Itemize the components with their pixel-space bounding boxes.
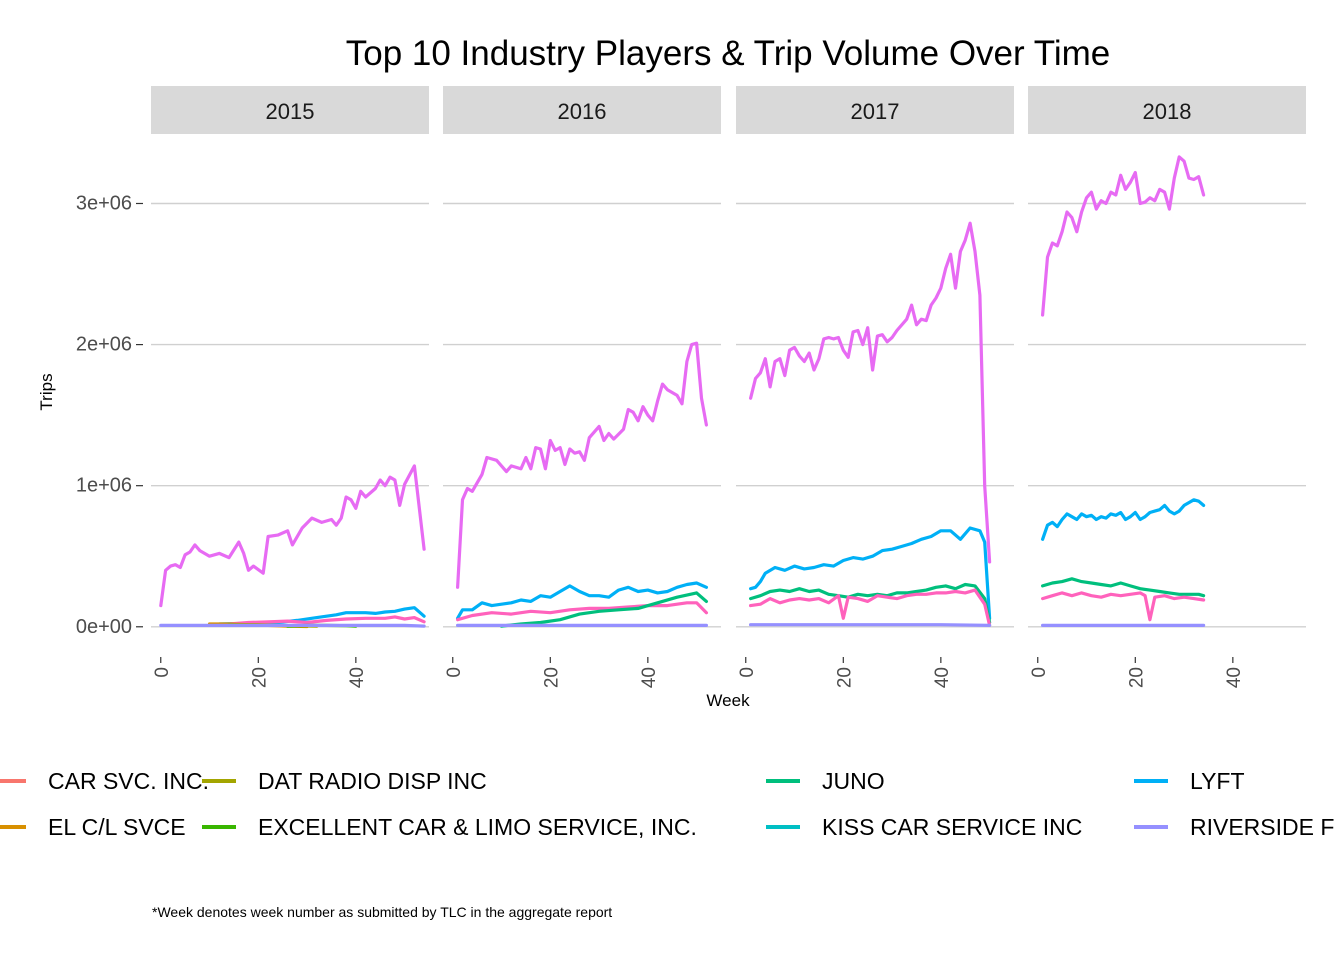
x-tick-label: 40 [347, 667, 368, 688]
series-line [749, 221, 992, 564]
series-line [159, 623, 426, 628]
facet-strip-label: 2017 [851, 99, 900, 124]
x-tick-label: 20 [541, 667, 562, 688]
facet-strip [151, 86, 429, 134]
series-line [1041, 155, 1206, 317]
legend-label: EXCELLENT CAR & LIMO SERVICE, INC. [258, 814, 697, 840]
x-tick-label: 20 [249, 667, 270, 688]
x-tick-label: 20 [834, 667, 855, 688]
legend-label: JUNO [822, 768, 885, 794]
chart-title: Top 10 Industry Players & Trip Volume Ov… [346, 34, 1110, 73]
series-line [499, 591, 708, 628]
x-tick-label: 0 [152, 667, 173, 678]
legend-item: DAT RADIO DISP INC [202, 768, 487, 794]
series-line [749, 582, 992, 625]
series-line [456, 601, 708, 622]
series-line [1041, 591, 1206, 622]
legend: CAR SVC. INC. DAT RADIO DISP INC JUNO LYFT E… [0, 768, 1334, 840]
facet-panel-2017: 2017 0 20 40 [736, 86, 1014, 688]
y-tick-label: 2e+06 [76, 334, 132, 356]
facet-strip [736, 86, 1014, 134]
y-tick-label: 0e+00 [76, 616, 132, 638]
legend-label: RIVERSIDE F [1190, 814, 1334, 840]
series-line [749, 588, 992, 627]
legend-label: CAR SVC. INC. [48, 768, 209, 794]
series-line [227, 615, 426, 626]
y-axis-label: Trips [37, 373, 56, 410]
series-line [1041, 498, 1206, 541]
legend-item: RIVERSIDE F [1134, 814, 1334, 840]
series-line [456, 581, 708, 620]
facet-strip-label: 2015 [266, 99, 315, 124]
y-axis: 0e+00 1e+06 2e+06 3e+06 [76, 192, 143, 638]
x-tick-label: 0 [1029, 667, 1050, 678]
series-line [159, 464, 426, 608]
facet-panel-2015: 2015 0 20 40 [151, 86, 429, 688]
facet-strip [1028, 86, 1306, 134]
series-line [456, 341, 708, 589]
x-tick-label: 0 [737, 667, 758, 678]
legend-item: EL C/L SVCE [0, 814, 186, 840]
caption: *Week denotes week number as submitted b… [152, 904, 612, 920]
legend-label: KISS CAR SERVICE INC [822, 814, 1082, 840]
legend-item: EXCELLENT CAR & LIMO SERVICE, INC. [202, 814, 697, 840]
legend-label: EL C/L SVCE [48, 814, 186, 840]
legend-item: KISS CAR SERVICE INC [766, 814, 1082, 840]
facet-panel-2018: 2018 0 20 40 [1028, 86, 1306, 688]
facet-strip [443, 86, 721, 134]
x-tick-label: 0 [444, 667, 465, 678]
legend-label: LYFT [1190, 768, 1245, 794]
x-axis-label: Week [706, 691, 750, 710]
facet-strip-label: 2016 [558, 99, 607, 124]
legend-item: CAR SVC. INC. [0, 768, 209, 794]
x-tick-label: 40 [1224, 667, 1245, 688]
series-line [1041, 577, 1206, 598]
facet-strip-label: 2018 [1143, 99, 1192, 124]
legend-label: DAT RADIO DISP INC [258, 768, 487, 794]
x-tick-label: 40 [639, 667, 660, 688]
y-tick-label: 3e+06 [76, 192, 132, 214]
facet-panel-2016: 2016 0 20 40 [443, 86, 721, 688]
legend-item: LYFT [1134, 768, 1245, 794]
series-line [749, 526, 992, 620]
y-tick-label: 1e+06 [76, 475, 132, 497]
x-tick-label: 20 [1126, 667, 1147, 688]
x-tick-label: 40 [932, 667, 953, 688]
series-line [749, 623, 992, 627]
legend-item: JUNO [766, 768, 885, 794]
